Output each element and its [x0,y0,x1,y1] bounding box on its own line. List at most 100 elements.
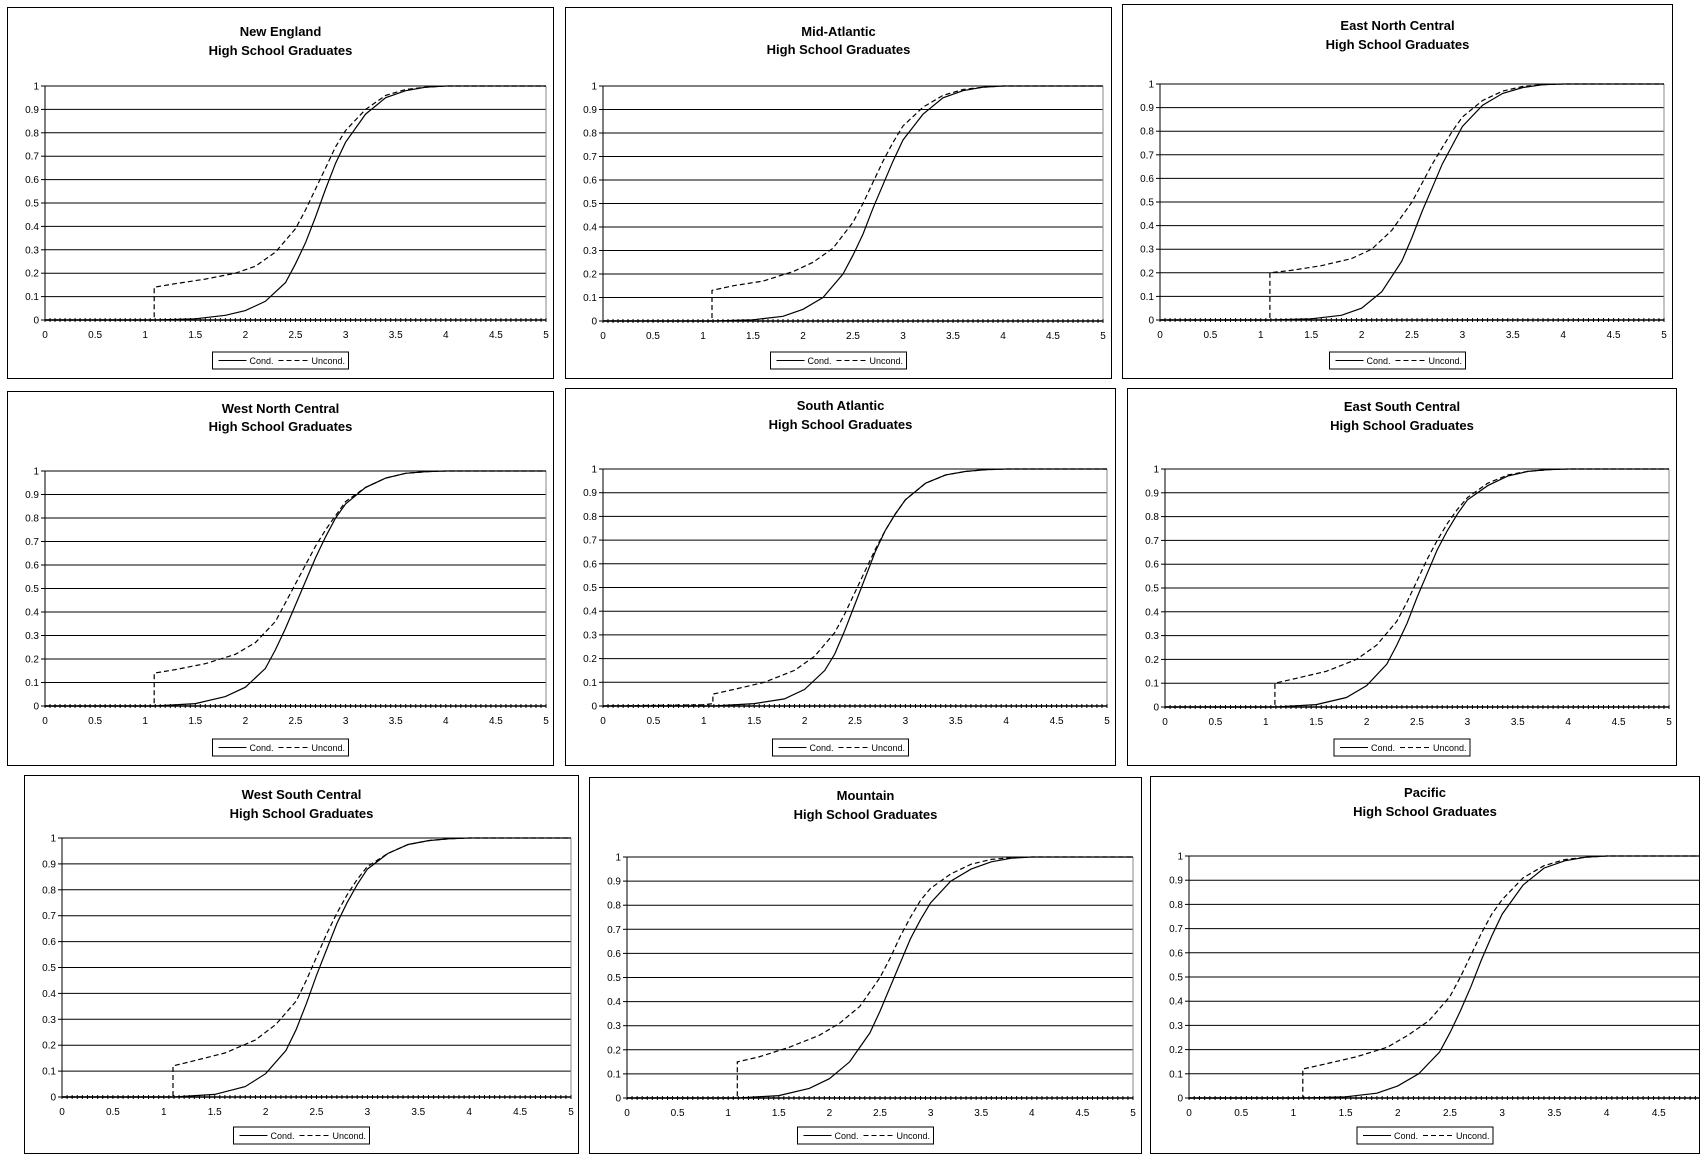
y-tick-label: 0.8 [1140,127,1154,138]
y-tick-label: 0.4 [25,608,39,619]
chart-subtitle: High School Graduates [209,43,353,58]
x-tick-label: 4 [1565,717,1571,728]
y-tick-label: 0.9 [42,859,56,870]
x-tick-label: 2 [1359,330,1365,341]
x-tick-label: 3 [1465,717,1471,728]
x-tick-label: 3.5 [946,331,960,342]
legend-label-uncond: Uncond. [312,743,346,753]
y-tick-label: 0.7 [1169,924,1183,935]
legend-label-uncond: Uncond. [872,743,906,753]
y-tick-label: 0 [33,316,39,327]
y-tick-label: 0.8 [1145,512,1159,523]
x-tick-label: 0 [1157,330,1163,341]
y-tick-label: 0.2 [583,654,597,665]
chart-title: Mid-Atlantic [801,24,875,39]
x-tick-label: 3.5 [411,1107,425,1118]
legend-label-uncond: Uncond. [333,1131,367,1141]
chart-title: Mountain [837,788,895,803]
y-tick-label: 0.7 [42,911,56,922]
x-tick-label: 2.5 [1443,1108,1457,1119]
y-tick-label: 0.5 [1145,584,1159,595]
x-tick-label: 2.5 [289,716,303,727]
y-tick-label: 0.3 [1169,1021,1183,1032]
y-tick-label: 0.2 [25,655,39,666]
chart-panel-mid-atlantic: Mid-Atlantic High School Graduates 0 0.1 0.2… [565,7,1112,379]
x-tick-label: 4 [466,1107,472,1118]
chart-panel-west-south-central: West South Central High School Graduates 0… [24,775,579,1154]
x-tick-label: 2 [802,716,808,727]
y-tick-label: 0.2 [1145,655,1159,666]
y-tick-label: 0.3 [607,1021,621,1032]
x-tick-label: 5 [1666,717,1672,728]
legend: Cond. Uncond. [1357,1127,1493,1144]
x-tick-label: 0 [42,330,48,341]
x-tick-label: 0.5 [1234,1108,1248,1119]
x-tick-label: 5 [1100,331,1106,342]
x-tick-label: 0 [59,1107,65,1118]
x-tick-label: 1.5 [188,716,202,727]
x-tick-label: 4 [1029,1108,1035,1119]
chart-panel-mountain: Mountain High School Graduates 0 0.1 0.2 0.3 0… [589,777,1142,1154]
x-tick-label: 3 [928,1108,934,1119]
x-tick-label: 3 [903,716,909,727]
x-tick-label: 0.5 [646,331,660,342]
y-tick-label: 1 [1153,465,1159,476]
y-tick-label: 0.9 [583,488,597,499]
legend-label-uncond: Uncond. [870,356,904,366]
x-tick-label: 3.5 [1506,330,1520,341]
y-tick-label: 0.2 [1169,1045,1183,1056]
x-tick-label: 1 [142,330,148,341]
chart-svg-pacific: Pacific High School Graduates 0 0.1 0.2 0.3 0.… [1151,777,1700,1155]
y-tick-label: 0.1 [583,678,597,689]
y-tick-label: 0.4 [583,223,597,234]
y-tick-label: 0.1 [42,1067,56,1078]
x-tick-label: 4 [1003,716,1009,727]
legend-label-cond: Cond. [1394,1131,1418,1141]
chart-svg-west-north-central: West North Central High School Graduates 0… [8,392,555,767]
y-tick-label: 0.4 [1145,607,1159,618]
x-tick-label: 1.5 [746,331,760,342]
chart-title: Pacific [1404,785,1446,800]
y-tick-label: 0.7 [583,152,597,163]
chart-panel-west-north-central: West North Central High School Graduates 0… [7,391,554,766]
x-tick-label: 0 [600,716,606,727]
x-tick-label: 3 [365,1107,371,1118]
legend: Cond. Uncond. [771,352,907,369]
x-tick-label: 0.5 [88,716,102,727]
y-tick-label: 1 [50,834,56,845]
y-tick-label: 0.3 [583,246,597,257]
x-tick-label: 5 [1130,1108,1136,1119]
y-tick-label: 0.5 [25,199,39,210]
x-tick-label: 5 [568,1107,574,1118]
y-tick-label: 0.3 [25,631,39,642]
legend-label-cond: Cond. [1367,356,1391,366]
y-tick-label: 0.1 [25,678,39,689]
y-tick-label: 0.8 [607,901,621,912]
chart-svg-south-atlantic: South AtlanticHigh School Graduates00.10… [566,389,1117,767]
x-tick-label: 4 [1560,330,1566,341]
x-tick-label: 5 [543,716,549,727]
x-tick-label: 4.5 [513,1107,527,1118]
x-tick-label: 1.5 [1309,717,1323,728]
x-tick-label: 2.5 [873,1108,887,1119]
chart-svg-east-south-central: East South CentralHigh School Graduates0… [1128,389,1678,767]
x-tick-label: 2 [1364,717,1370,728]
y-tick-label: 0.9 [1145,488,1159,499]
y-tick-label: 1 [615,853,621,864]
chart-panel-new-england: New England High School Graduates 0 0.1 0.2 0… [7,7,554,379]
x-tick-label: 2 [827,1108,833,1119]
y-tick-label: 0.1 [1140,292,1154,303]
y-tick-label: 0.3 [1140,245,1154,256]
y-tick-label: 0.4 [42,989,56,1000]
y-tick-label: 0.8 [583,129,597,140]
legend: Cond. Uncond. [798,1127,934,1144]
x-tick-label: 2 [263,1107,269,1118]
x-tick-label: 0 [1162,717,1168,728]
x-tick-label: 1 [1258,330,1264,341]
x-tick-label: 1.5 [772,1108,786,1119]
y-tick-label: 0.4 [1169,997,1183,1008]
y-tick-label: 0 [591,702,597,713]
chart-subtitle: High School Graduates [1330,418,1474,433]
x-tick-label: 0 [42,716,48,727]
x-tick-label: 4 [1000,331,1006,342]
